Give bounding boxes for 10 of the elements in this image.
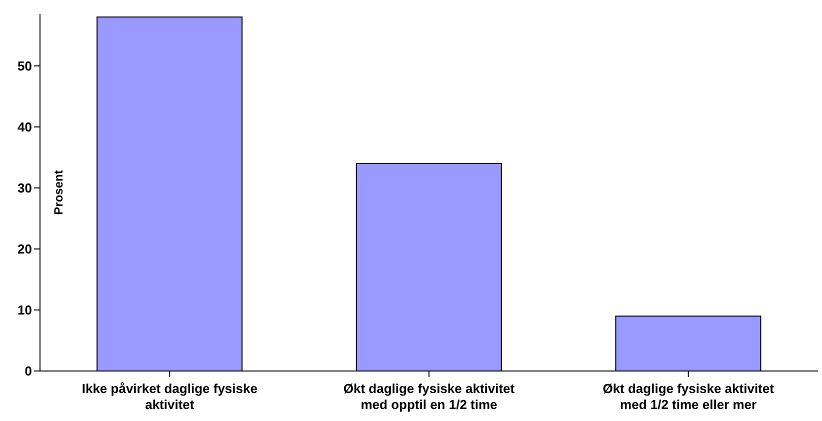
x-tick-label: Økt daglige fysiske aktivitet med opptil en 1/2 time [343, 381, 516, 412]
y-tick-label: 20 [18, 242, 32, 257]
y-tick-label: 30 [18, 180, 32, 196]
x-tick-label: Økt daglige fysiske aktivitet med 1/2 time eller mer [602, 381, 775, 412]
y-tick-label: 0 [24, 364, 32, 379]
y-tick-label: 40 [18, 120, 32, 135]
y-axis-title: Prosent [51, 170, 66, 215]
y-tick-label: 50 [18, 58, 32, 74]
x-tick-label: Ikke påvirket daglige fysiske aktivitet [82, 381, 258, 412]
y-tick-label: 10 [18, 302, 32, 318]
